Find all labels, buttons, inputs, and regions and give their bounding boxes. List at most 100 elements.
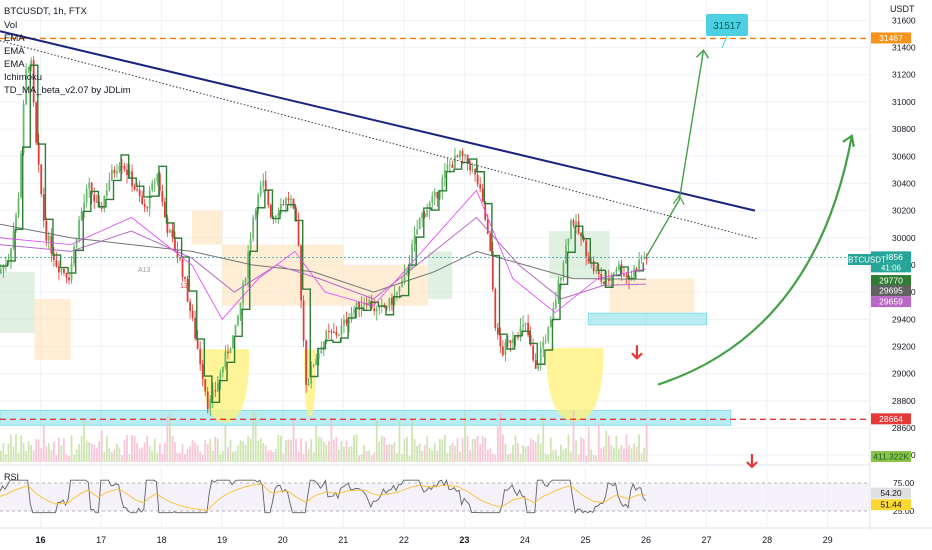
symbol-title[interactable]: BTCUSDT, 1h, FTX — [4, 6, 88, 17]
volume-bar — [63, 438, 65, 462]
volume-bar — [237, 445, 239, 462]
volume-bar — [565, 448, 567, 462]
volume-bar — [418, 443, 421, 462]
volume-bar — [131, 434, 133, 462]
candle-body — [7, 260, 10, 264]
candle-body — [590, 260, 593, 262]
volume-bar — [169, 412, 171, 462]
candle-body — [421, 213, 424, 219]
candle-body — [295, 208, 297, 222]
cloud-segment — [428, 251, 453, 299]
volume-bar — [633, 443, 635, 462]
volume-bar — [484, 437, 487, 462]
candle-body — [219, 372, 222, 384]
rsi-line — [0, 478, 647, 514]
target-box[interactable]: 31517 — [706, 14, 748, 49]
candle-body — [547, 327, 550, 341]
volume-bar — [590, 449, 593, 462]
volume-bar — [171, 435, 174, 462]
cloud-segment — [222, 244, 344, 306]
candle-body — [338, 334, 340, 336]
volume-bar — [358, 455, 360, 462]
candle-body — [186, 278, 189, 302]
volume-bar — [441, 439, 444, 462]
volume-bar — [244, 444, 247, 462]
ema-1-badge — [871, 275, 911, 287]
rsi-title[interactable]: RSI — [4, 472, 19, 482]
volume-bar — [368, 450, 371, 462]
volume-bar — [502, 434, 504, 462]
candle-body — [287, 198, 290, 201]
volume-bar — [40, 448, 43, 462]
volume-bars — [0, 410, 648, 462]
indicator-ema-2[interactable]: EMA — [4, 46, 25, 57]
volume-bar — [436, 450, 439, 462]
volume-bar — [562, 449, 565, 462]
indicator-ichimoku[interactable]: Ichimoku — [4, 72, 42, 83]
volume-bar — [451, 443, 454, 462]
volume-bar — [640, 453, 643, 462]
volume-bar — [388, 444, 391, 462]
volume-bar — [277, 435, 280, 462]
candle-body — [98, 201, 101, 207]
candle-body — [229, 348, 232, 354]
candle-body — [403, 272, 406, 282]
volume-bar — [577, 454, 580, 462]
volume-bar — [184, 454, 186, 462]
candle-body — [156, 173, 159, 182]
rsi-ma-badge — [871, 499, 911, 511]
candle-body — [519, 326, 522, 337]
volume-bar — [544, 453, 547, 462]
candle-body — [146, 207, 149, 209]
volume-bar — [20, 435, 22, 462]
candle-body — [388, 297, 391, 308]
volume-bar — [141, 447, 144, 462]
candle-body — [93, 194, 96, 202]
volume-bar — [587, 426, 590, 462]
volume-bar — [214, 436, 217, 462]
candle-body — [171, 229, 174, 238]
volume-bar — [517, 443, 519, 462]
candle-body — [368, 300, 371, 306]
candle-body — [252, 217, 255, 239]
cloud-segment — [549, 231, 610, 279]
candle-body — [549, 319, 552, 328]
candle-body — [169, 229, 171, 233]
candle-body — [391, 297, 393, 305]
volume-bar — [239, 440, 242, 462]
volume-bar — [224, 425, 227, 462]
indicator-td-ma[interactable]: TD_MA_beta_v2.07 by JDLim — [4, 85, 131, 96]
candle-body — [489, 233, 492, 252]
indicator-ema-1[interactable]: EMA — [4, 33, 25, 44]
volume-bar — [413, 439, 416, 462]
volume-bar — [35, 439, 38, 462]
candle-body — [454, 155, 456, 168]
candle-body — [620, 264, 623, 275]
currency-label: USDT — [890, 4, 915, 14]
cloud-segment — [34, 298, 71, 361]
indicator-ema-3[interactable]: EMA — [4, 59, 25, 70]
volume-bar — [602, 446, 605, 462]
indicator-vol[interactable]: Vol — [4, 20, 17, 31]
volume-bar — [73, 454, 75, 462]
candles[interactable] — [0, 55, 648, 416]
volume-bar — [592, 454, 595, 462]
candle-body — [542, 341, 545, 349]
candle-body — [2, 265, 5, 270]
candle-body — [509, 340, 512, 344]
volume-bar — [65, 454, 68, 462]
candle-body — [30, 60, 33, 68]
volume-bar — [322, 441, 325, 462]
candle-body — [411, 243, 413, 263]
candle-body — [567, 238, 570, 246]
volume-bar — [572, 410, 575, 462]
candle-body — [239, 302, 242, 316]
candle-body — [262, 180, 265, 187]
time-axis[interactable]: 16 17 18 19 20 21 22 23 24 25 26 27 28 29 — [36, 535, 833, 545]
candle-body — [441, 177, 444, 192]
candle-body — [343, 319, 345, 326]
volume-bar — [504, 443, 507, 462]
trendlines[interactable] — [0, 30, 759, 240]
candle-body — [121, 165, 123, 167]
